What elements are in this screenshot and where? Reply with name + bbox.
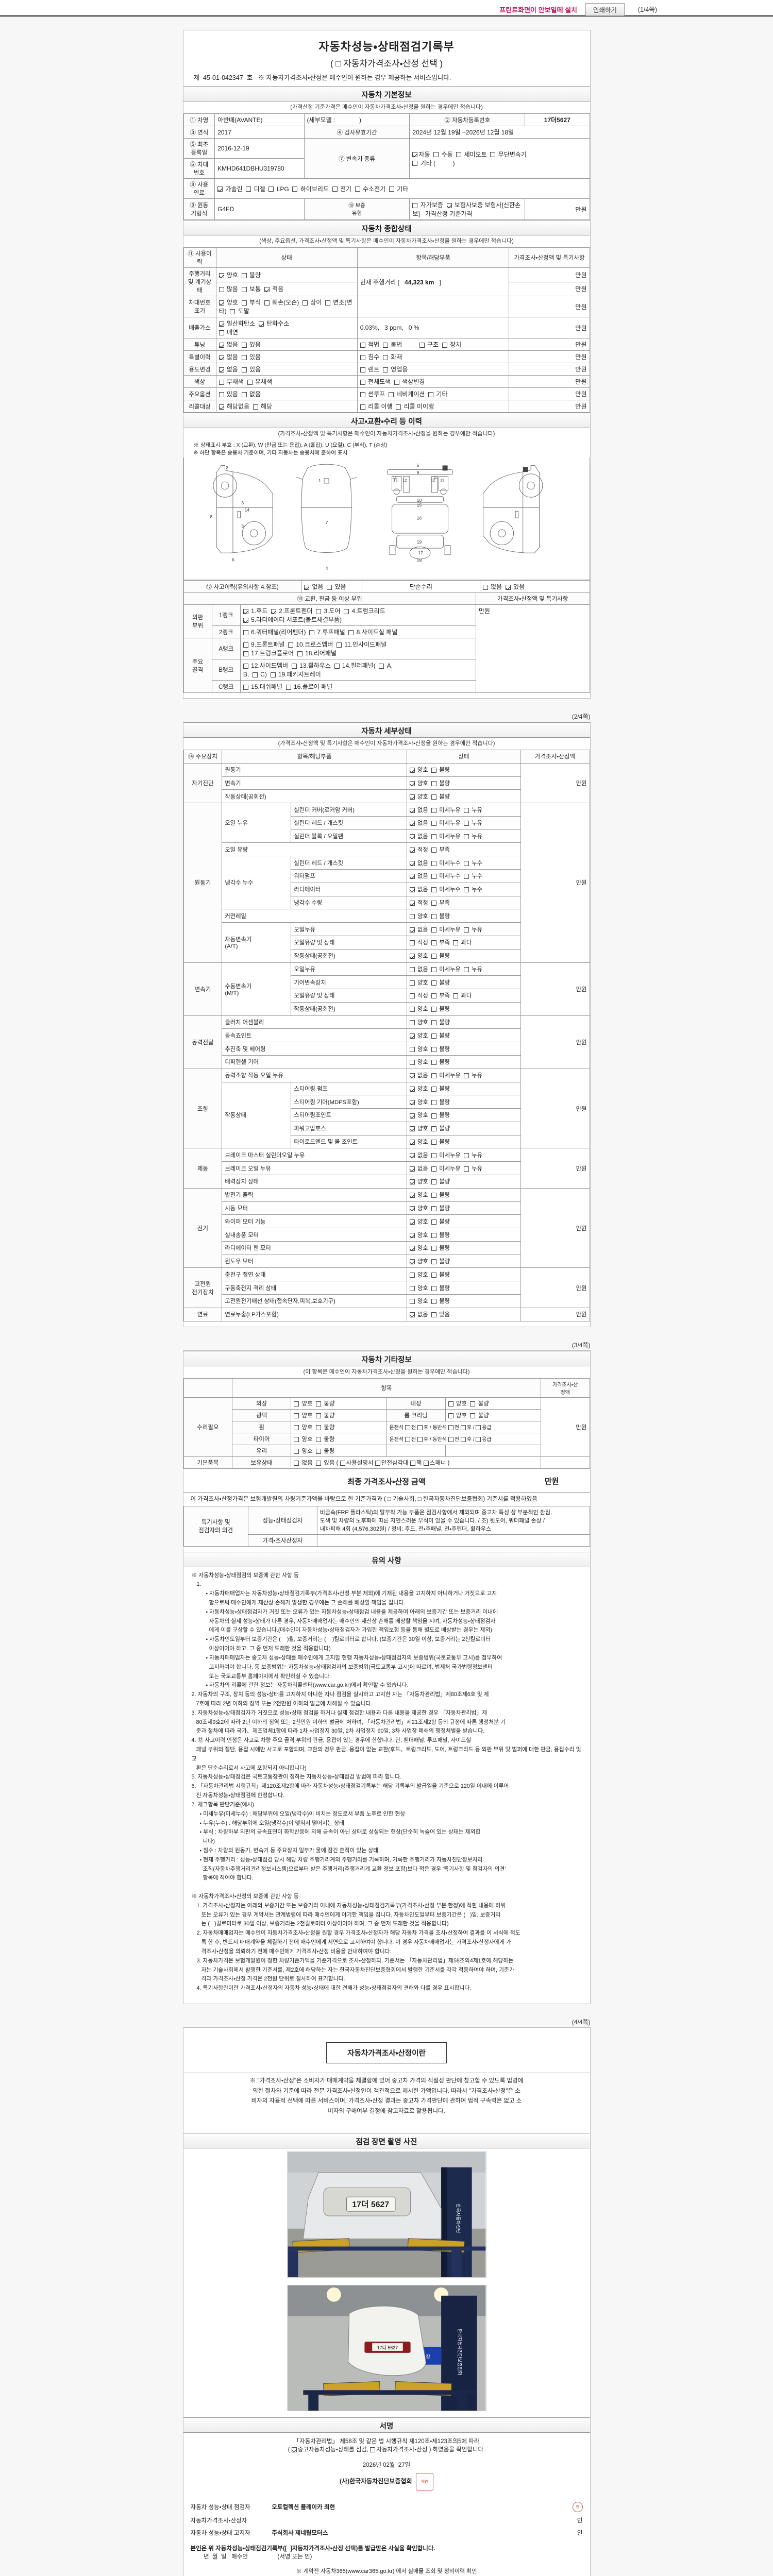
svg-text:5: 5	[416, 463, 419, 468]
svg-text:9: 9	[416, 470, 419, 475]
svg-text:한국자동차진단: 한국자동차진단	[455, 2204, 461, 2233]
svg-text:13: 13	[440, 478, 444, 482]
svg-text:17더 5627: 17더 5627	[377, 2345, 397, 2350]
svg-text:18: 18	[416, 557, 422, 563]
svg-text:11: 11	[393, 475, 397, 480]
svg-text:16: 16	[416, 516, 422, 521]
svg-text:3: 3	[241, 523, 244, 529]
svg-text:8: 8	[210, 514, 212, 519]
svg-text:1: 1	[318, 478, 321, 483]
svg-text:11: 11	[433, 475, 437, 480]
svg-text:17더 5627: 17더 5627	[352, 2200, 389, 2209]
svg-text:15: 15	[416, 502, 422, 507]
svg-text:6: 6	[232, 557, 234, 563]
svg-text:4: 4	[325, 566, 328, 571]
svg-text:19: 19	[416, 539, 422, 545]
svg-text:한국자동차진단보증협회: 한국자동차진단보증협회	[457, 2329, 462, 2375]
svg-text:3: 3	[241, 500, 244, 505]
svg-text:12: 12	[402, 478, 407, 482]
svg-text:2: 2	[226, 465, 228, 470]
svg-text:14: 14	[244, 507, 249, 512]
svg-text:17: 17	[418, 550, 423, 555]
svg-text:7: 7	[325, 520, 328, 525]
